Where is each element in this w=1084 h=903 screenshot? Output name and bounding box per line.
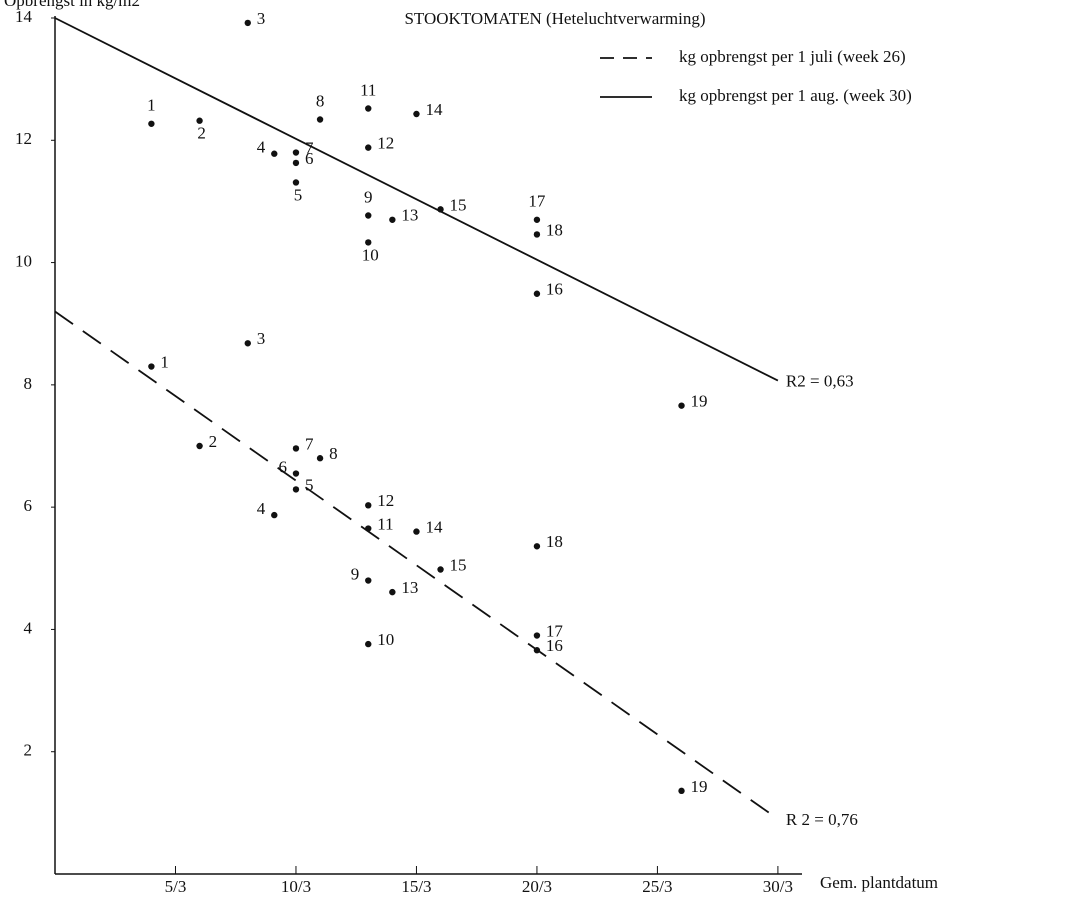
point-label: 8 (316, 91, 325, 110)
point-label: 1 (147, 96, 156, 115)
point-label: 5 (305, 475, 314, 494)
data-point (365, 577, 372, 584)
data-point (292, 159, 300, 167)
y-tick-label: 12 (15, 129, 32, 148)
data-point (365, 239, 372, 246)
data-point (148, 363, 155, 370)
data-point (292, 149, 300, 156)
data-point (271, 150, 278, 157)
data-point (244, 19, 251, 27)
y-tick-label: 10 (15, 251, 32, 270)
x-tick-label: 30/3 (763, 877, 793, 896)
data-point (365, 105, 372, 112)
point-label: 9 (364, 187, 373, 206)
y-tick-label: 14 (15, 7, 33, 26)
point-label: 13 (401, 206, 418, 225)
x-tick-label: 10/3 (281, 877, 311, 896)
r2-annotation: R2 = 0,63 (786, 371, 854, 390)
data-point (533, 632, 541, 639)
x-tick-label: 25/3 (642, 877, 672, 896)
point-label: 16 (546, 280, 563, 299)
data-point (678, 787, 685, 795)
data-point (316, 116, 324, 123)
point-label: 16 (546, 636, 563, 655)
data-point (365, 144, 372, 151)
point-label: 11 (377, 514, 393, 533)
point-label: 7 (305, 434, 314, 453)
x-axis-label: Gem. plantdatum (820, 873, 938, 892)
data-point (413, 528, 420, 535)
data-point (292, 486, 300, 493)
data-point (316, 455, 324, 462)
data-point (148, 120, 155, 127)
data-point (533, 543, 541, 550)
data-point (678, 402, 685, 409)
data-point (196, 117, 203, 124)
y-tick-label: 6 (24, 496, 33, 515)
point-label: 2 (209, 432, 218, 451)
chart-title: STOOKTOMATEN (Heteluchtverwarming) (404, 9, 705, 28)
point-label: 3 (257, 9, 266, 28)
point-label: 6 (305, 149, 314, 168)
data-point (196, 442, 203, 450)
data-point (533, 231, 541, 238)
data-point (292, 445, 300, 452)
y-tick-label: 8 (24, 374, 33, 393)
point-label: 15 (450, 195, 467, 214)
data-point (365, 502, 372, 509)
point-label: 17 (546, 621, 564, 640)
point-label: 13 (401, 578, 418, 597)
legend-label: kg opbrengst per 1 juli (week 26) (679, 47, 906, 66)
y-tick-label: 4 (24, 618, 33, 637)
legend-label: kg opbrengst per 1 aug. (week 30) (679, 86, 912, 105)
point-label: 9 (351, 564, 360, 583)
point-label: 3 (257, 329, 266, 348)
data-point (292, 179, 300, 186)
data-point (533, 216, 541, 223)
regression-line (54, 17, 779, 382)
point-label: 8 (329, 444, 338, 463)
data-point (271, 511, 278, 519)
data-point (244, 340, 251, 347)
point-label: 4 (257, 138, 266, 157)
point-label: 11 (360, 80, 376, 99)
data-point (413, 110, 420, 118)
data-point (437, 206, 444, 213)
point-label: 17 (528, 192, 546, 211)
point-label: 6 (278, 457, 287, 476)
point-label: 19 (691, 777, 708, 796)
point-label: 10 (377, 630, 394, 649)
point-label: 14 (425, 100, 443, 119)
data-point (389, 216, 396, 223)
data-point (365, 640, 372, 648)
point-label: 5 (294, 185, 303, 204)
point-label: 10 (362, 245, 379, 264)
point-label: 19 (691, 392, 708, 411)
point-label: 15 (450, 555, 467, 574)
y-axis-label: Opbrengst in kg/m2 (4, 0, 140, 10)
point-label: 18 (546, 220, 563, 239)
point-label: 1 (160, 352, 169, 371)
data-point (533, 290, 541, 297)
point-label: 2 (197, 124, 206, 143)
data-point (389, 588, 396, 596)
regression-line (54, 310, 779, 820)
y-tick-label: 2 (24, 741, 33, 760)
point-label: 7 (305, 138, 314, 157)
r2-annotation: R 2 = 0,76 (786, 810, 858, 829)
data-point (437, 566, 444, 573)
data-point (365, 212, 372, 219)
x-tick-label: 15/3 (401, 877, 431, 896)
x-tick-label: 5/3 (165, 877, 187, 896)
point-label: 12 (377, 134, 394, 153)
data-point (365, 525, 372, 532)
point-label: 14 (425, 518, 443, 537)
point-label: 18 (546, 532, 563, 551)
x-tick-label: 20/3 (522, 877, 552, 896)
data-point (533, 647, 541, 654)
point-label: 12 (377, 491, 394, 510)
point-label: 4 (257, 499, 266, 518)
data-point (292, 470, 300, 477)
